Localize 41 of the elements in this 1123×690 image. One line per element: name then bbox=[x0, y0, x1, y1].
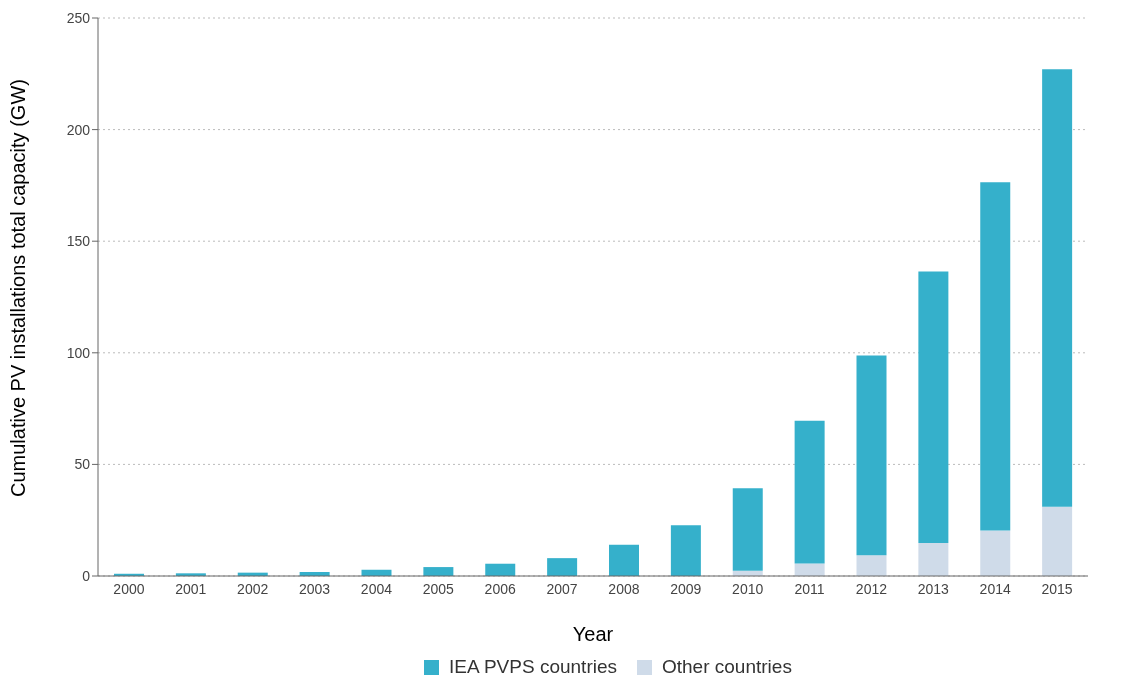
x-tick-label: 2011 bbox=[794, 580, 825, 597]
x-tick-label: 2015 bbox=[1041, 580, 1073, 597]
bar bbox=[1042, 69, 1073, 507]
bar bbox=[485, 563, 516, 576]
x-tick-label: 2004 bbox=[360, 580, 393, 597]
x-tick-label: 2012 bbox=[855, 580, 888, 597]
bar bbox=[670, 525, 701, 576]
bar bbox=[1042, 506, 1073, 576]
legend-label: IEA PVPS countries bbox=[448, 656, 617, 678]
x-axis-title: Year bbox=[572, 623, 614, 645]
y-tick-label: 150 bbox=[66, 233, 91, 250]
bar bbox=[980, 530, 1011, 576]
x-tick-label: 2003 bbox=[298, 580, 331, 597]
bar bbox=[732, 488, 763, 571]
x-tick-label: 2005 bbox=[422, 580, 455, 597]
y-tick-label: 200 bbox=[66, 121, 91, 138]
x-tick-label: 2008 bbox=[608, 580, 640, 597]
y-axis-title: Cumulative PV installations total capacity (GW) bbox=[7, 79, 30, 497]
bar bbox=[547, 558, 578, 576]
bar bbox=[423, 567, 454, 576]
x-tick-label: 2001 bbox=[175, 580, 207, 597]
x-tick-label: 2014 bbox=[979, 580, 1011, 597]
bar bbox=[918, 271, 949, 543]
x-tick-label: 2000 bbox=[113, 580, 145, 597]
y-tick-label: 250 bbox=[66, 9, 91, 26]
bar bbox=[856, 555, 887, 576]
x-tick-label: 2009 bbox=[670, 580, 702, 597]
bar bbox=[609, 544, 639, 576]
bar bbox=[794, 420, 825, 564]
bar bbox=[856, 355, 887, 556]
y-tick-label: 0 bbox=[82, 567, 91, 584]
x-tick-label: 2006 bbox=[484, 580, 516, 597]
bar bbox=[980, 182, 1011, 531]
x-tick-label: 2013 bbox=[917, 580, 950, 597]
x-tick-label: 2010 bbox=[732, 580, 764, 597]
x-tick-label: 2007 bbox=[546, 580, 578, 597]
legend-label: Other countries bbox=[661, 656, 792, 678]
x-tick-label: 2002 bbox=[237, 580, 269, 597]
bar bbox=[918, 542, 949, 576]
y-tick-label: 50 bbox=[74, 456, 91, 473]
y-tick-label: 100 bbox=[66, 344, 91, 361]
